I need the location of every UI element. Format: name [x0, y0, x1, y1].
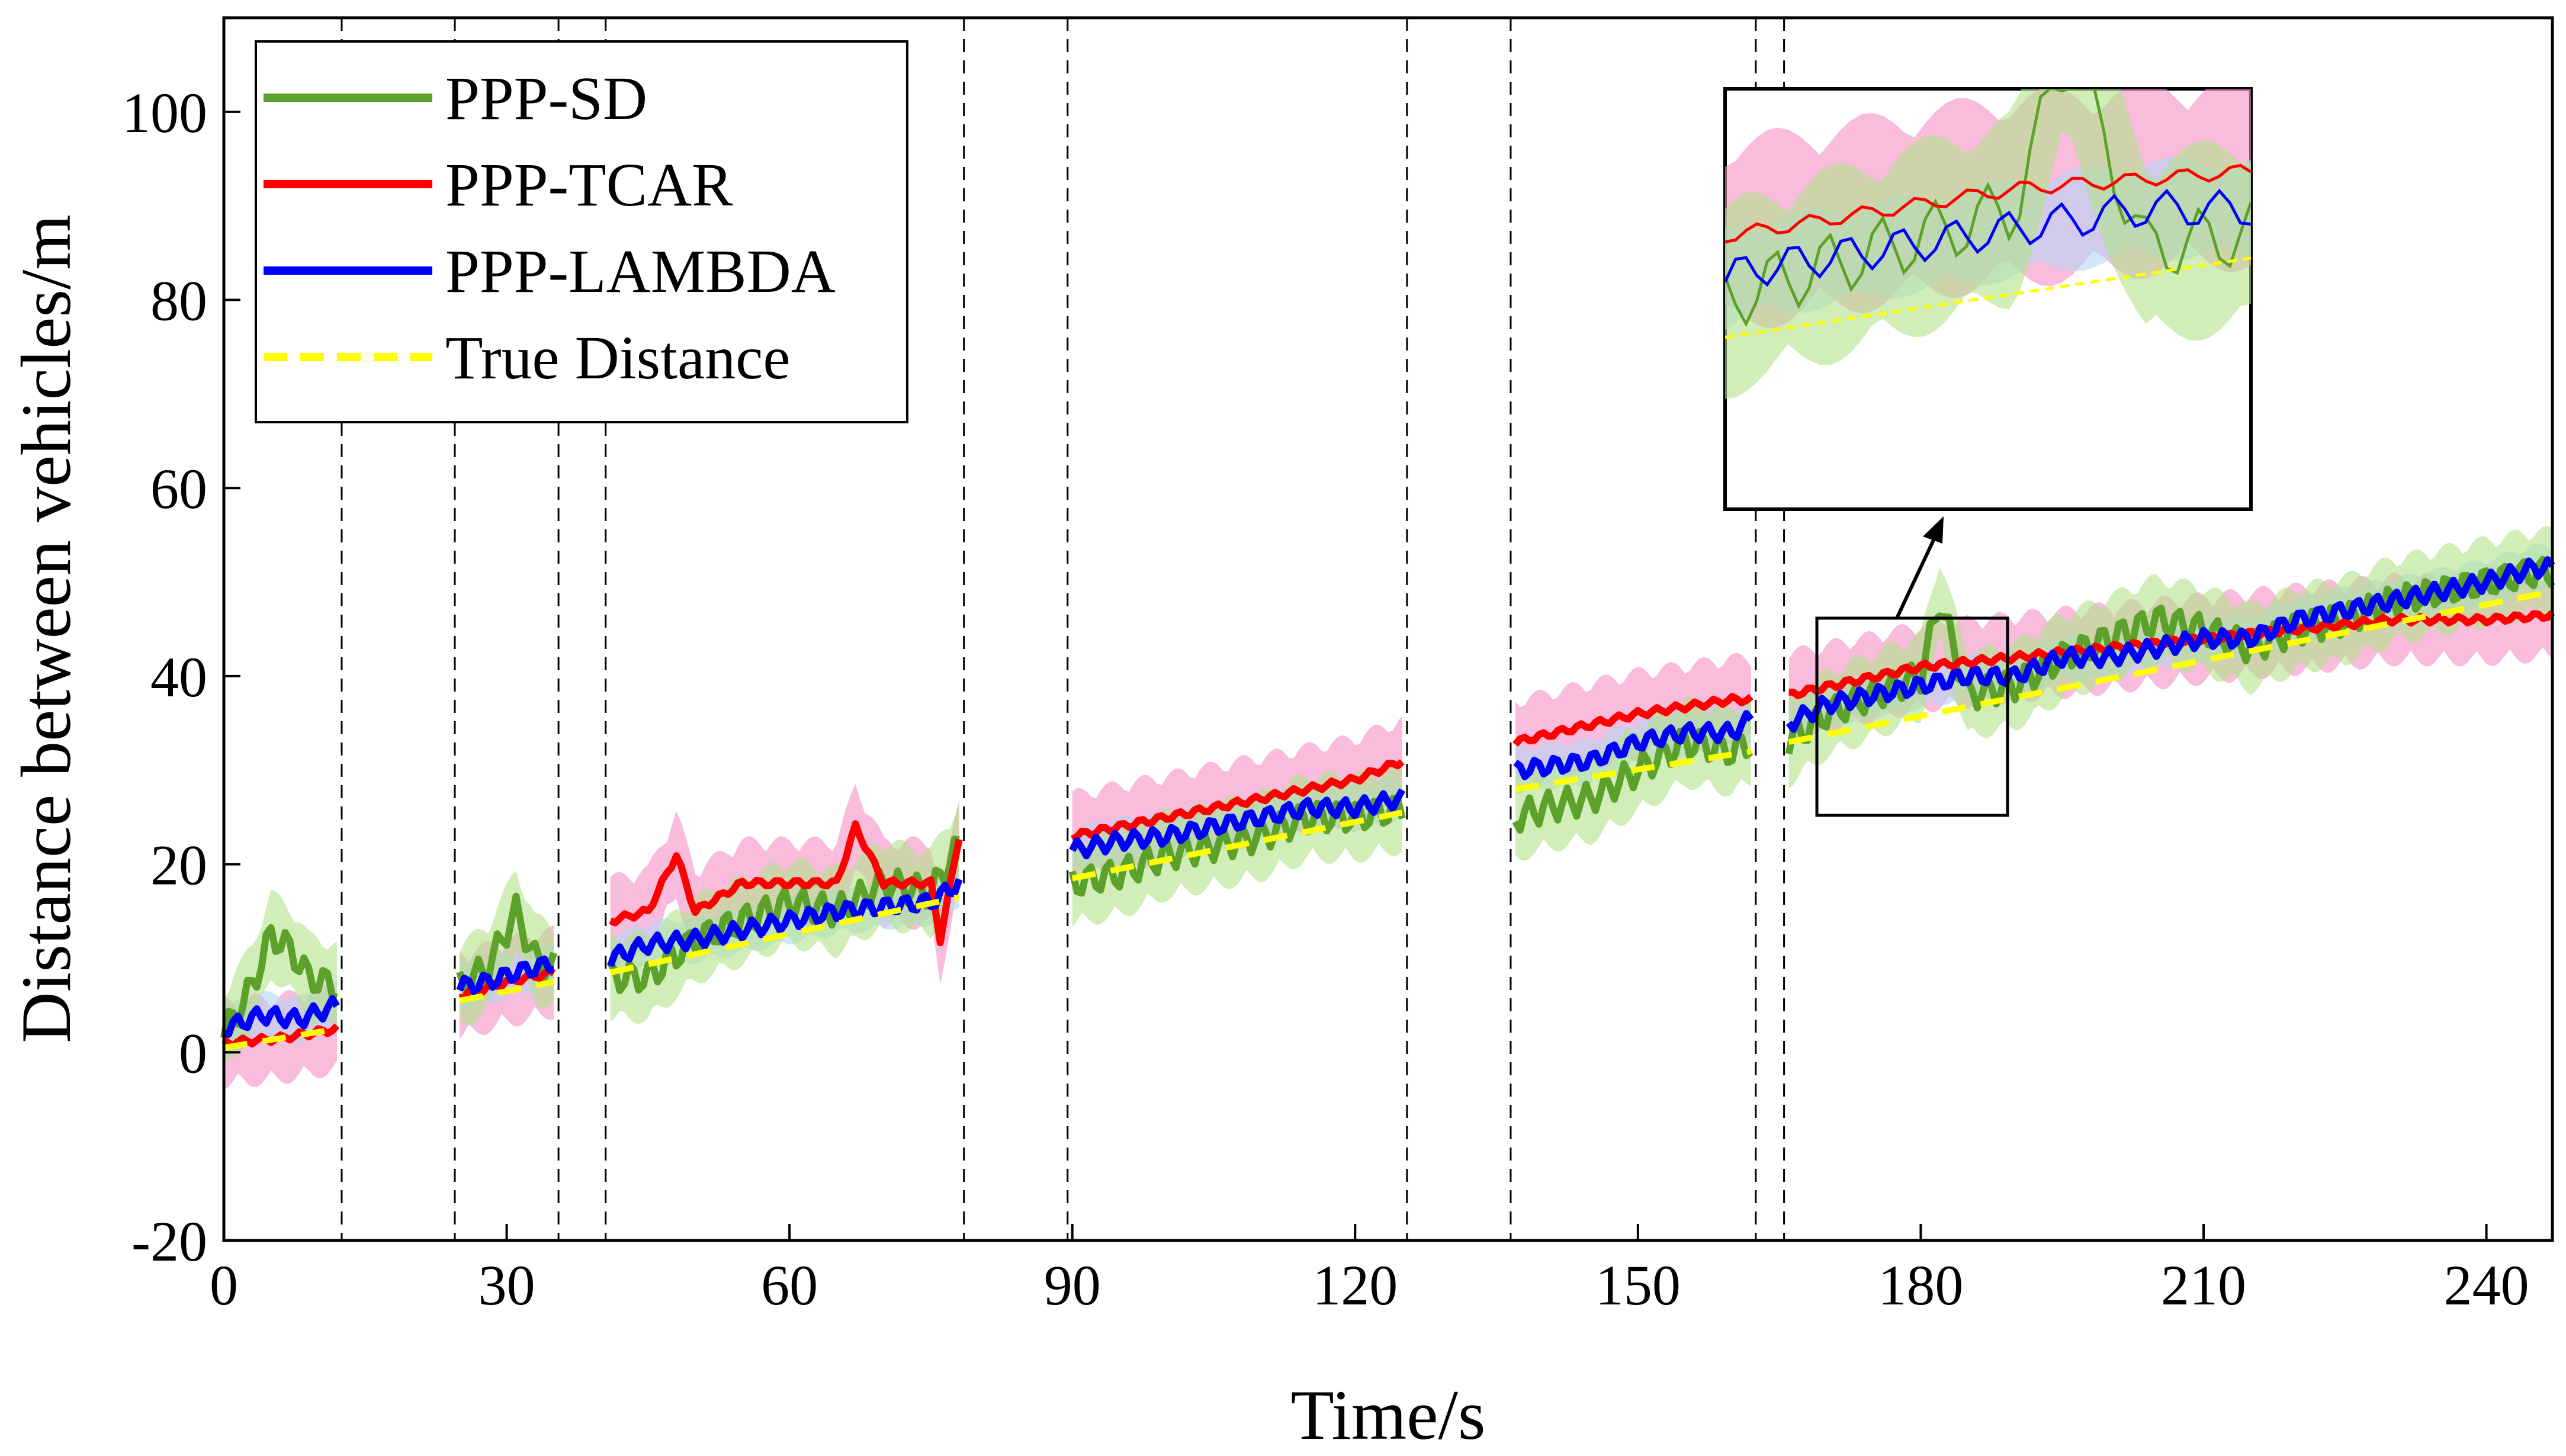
- y-tick-label: 60: [150, 457, 207, 520]
- inset-line-ppp-sd: [1725, 89, 2251, 327]
- legend-label-ppp-sd: PPP-SD: [445, 65, 647, 133]
- zoom-arrow: [1895, 538, 1936, 619]
- x-tick-label: 210: [2161, 1253, 2246, 1317]
- series-line-ppp-lambda-seg5: [1785, 556, 2555, 733]
- band-ppp-sd-seg5: [1788, 525, 2552, 789]
- plot-frame: [222, 16, 2554, 1242]
- x-tick-label: 90: [1044, 1253, 1101, 1317]
- series-line-true-distance-seg0: [223, 1026, 338, 1051]
- series-line-ppp-sd-seg0: [220, 924, 338, 1039]
- x-axis-label: Time/s: [1290, 1375, 1485, 1454]
- series-line-ppp-tcar-seg3: [1070, 759, 1405, 843]
- series-line-ppp-lambda-seg4: [1513, 710, 1754, 780]
- legend-frame: [255, 40, 908, 423]
- legend: PPP-SD PPP-TCAR PPP-LAMBDA True Distance: [255, 40, 908, 423]
- series-line-ppp-lambda-seg3: [1069, 788, 1406, 860]
- y-tick-label: 0: [179, 1021, 207, 1085]
- y-tick-label: 40: [150, 645, 207, 709]
- y-axis-label: Distance between vehicles/m: [7, 214, 85, 1043]
- series-line-ppp-sd-seg3: [1068, 795, 1406, 897]
- zoom-inset: [1723, 87, 2253, 511]
- inset-line-true-distance: [1725, 256, 2251, 339]
- series-line-ppp-sd-seg1: [456, 892, 557, 999]
- series-line-true-distance-seg3: [1071, 809, 1403, 882]
- x-tick-label: 180: [1878, 1253, 1963, 1317]
- legend-label-ppp-tcar: PPP-TCAR: [445, 151, 733, 219]
- y-tick-label: 100: [122, 81, 207, 144]
- series-line-ppp-lambda-seg1: [456, 955, 554, 995]
- x-tick-label: 240: [2444, 1253, 2529, 1317]
- zoom-region-box: [1815, 616, 2009, 817]
- zoom-arrow-head: [1923, 516, 1944, 544]
- x-tick-label: 30: [478, 1253, 535, 1317]
- legend-label-ppp-lambda: PPP-LAMBDA: [445, 237, 836, 306]
- series-line-true-distance-seg1: [459, 979, 555, 1004]
- y-tick-label: 80: [150, 269, 207, 333]
- inset-line-ppp-lambda: [1725, 188, 2251, 287]
- series-line-true-distance-seg4: [1515, 748, 1752, 792]
- inset-line-ppp-tcar: [1725, 163, 2251, 243]
- series-line-true-distance-seg5: [1788, 589, 2553, 745]
- series-line-ppp-lambda-seg0: [223, 995, 341, 1038]
- y-tick-label: 20: [150, 834, 207, 897]
- series-line-ppp-tcar-seg2: [609, 820, 963, 947]
- x-tick-label: 120: [1312, 1253, 1398, 1317]
- x-tick-label: 60: [761, 1253, 818, 1317]
- x-tick-label: 0: [210, 1253, 238, 1317]
- y-tick-label: -20: [131, 1210, 207, 1273]
- series-line-ppp-lambda-seg2: [607, 878, 963, 968]
- series-line-true-distance-seg2: [609, 894, 960, 976]
- series-line-ppp-tcar-seg4: [1512, 693, 1754, 747]
- x-tick-label: 150: [1595, 1253, 1681, 1317]
- series-line-ppp-tcar-seg0: [221, 1023, 340, 1049]
- legend-label-true-distance: True Distance: [445, 324, 791, 392]
